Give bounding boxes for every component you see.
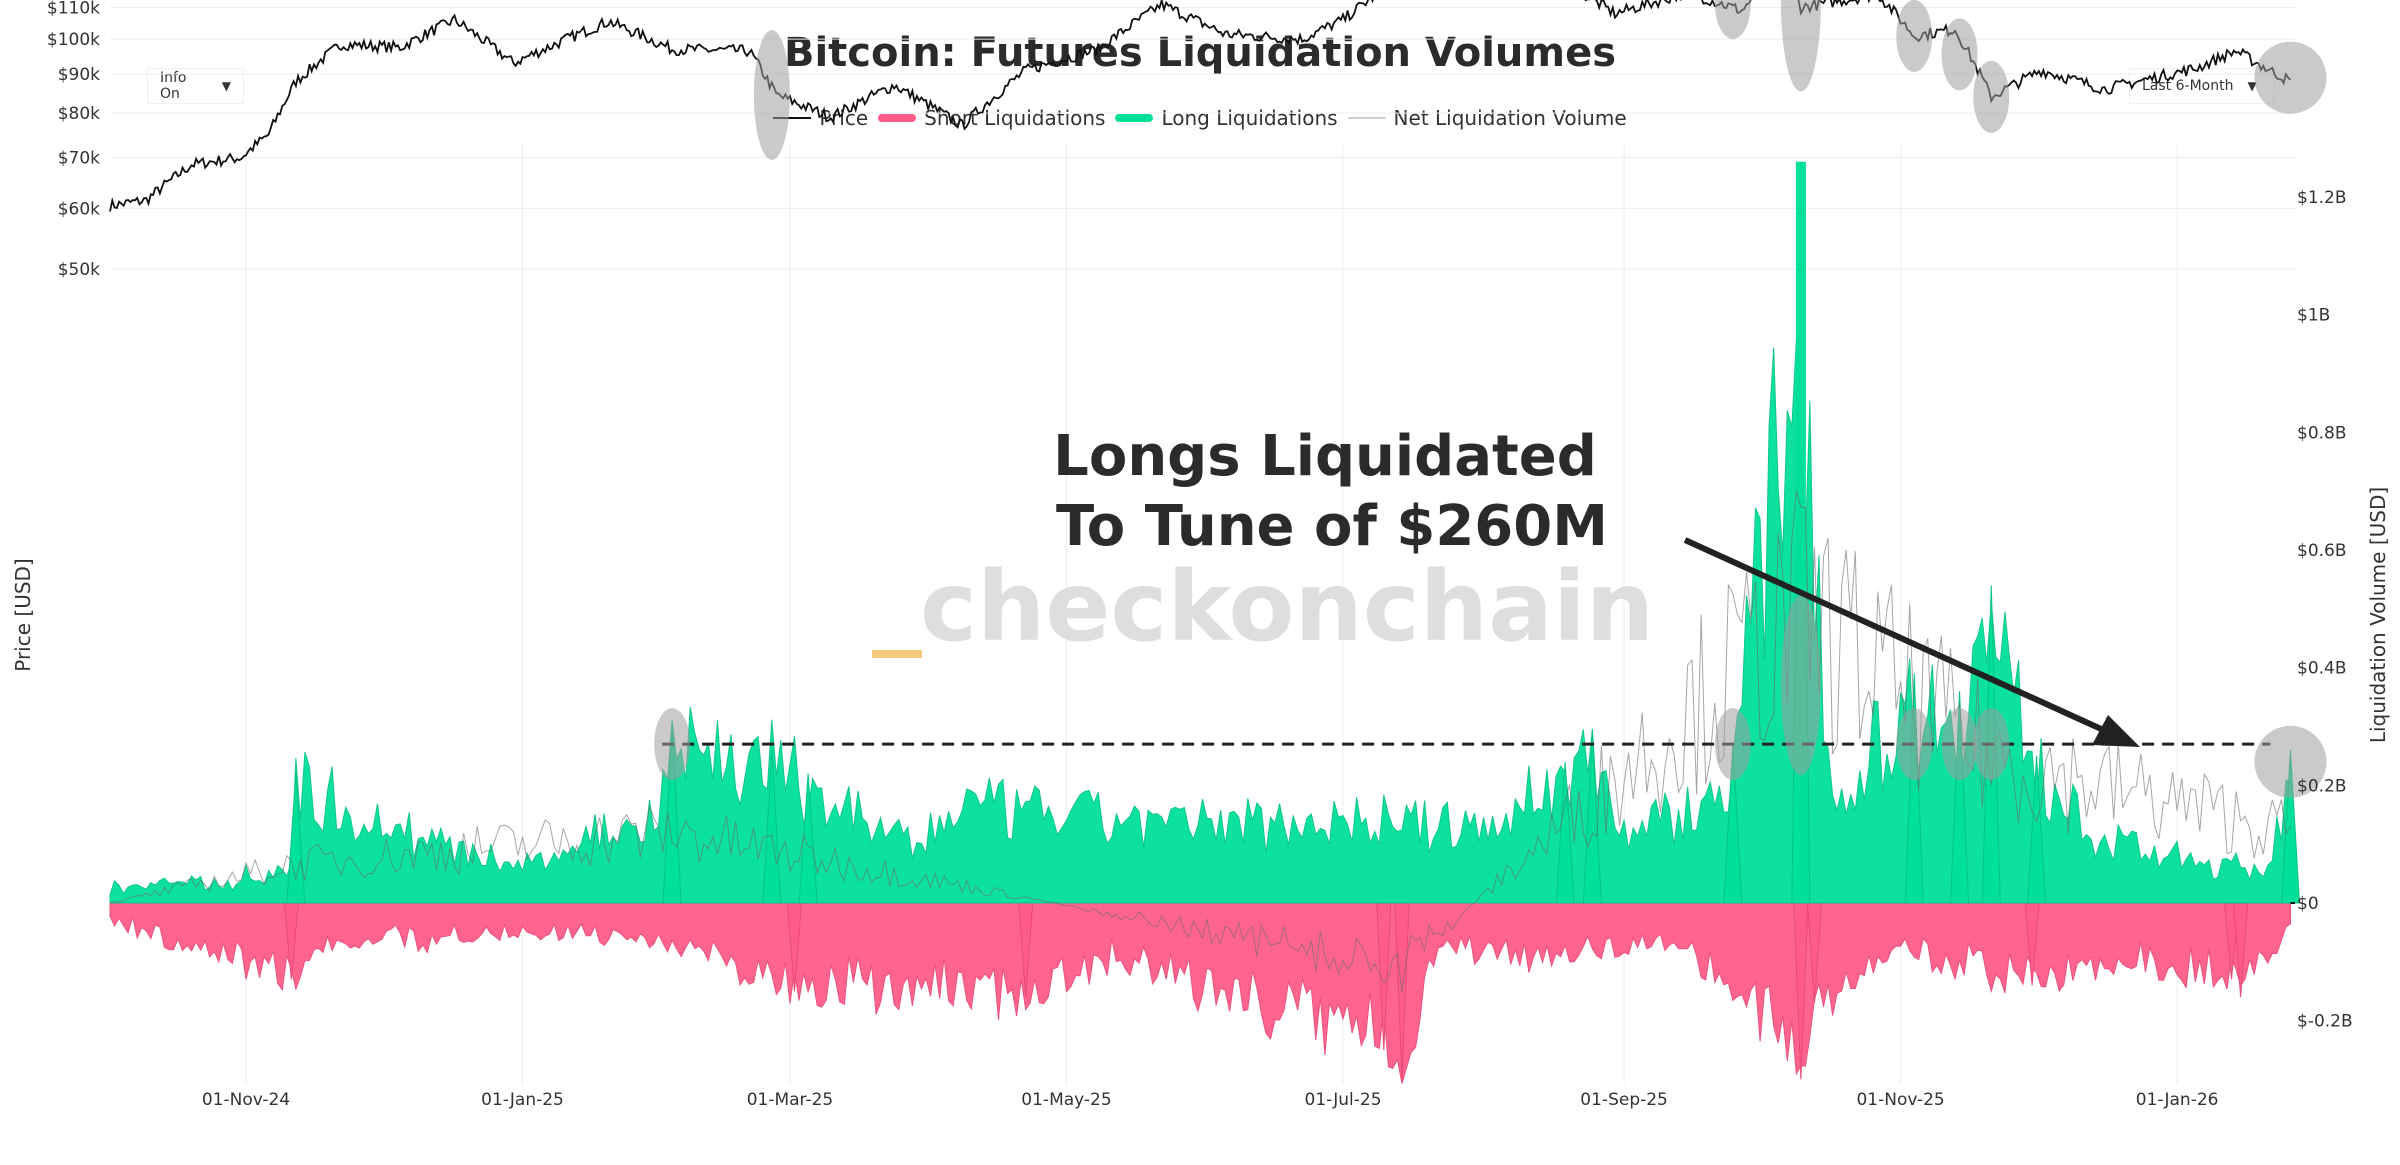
- x-tick-label: 01-May-25: [1021, 1090, 1111, 1110]
- legend-label: Short Liquidations: [924, 106, 1106, 130]
- x-tick-label: 01-Jan-25: [481, 1090, 564, 1110]
- chart-title: Bitcoin: Futures Liquidation Volumes: [783, 30, 1617, 76]
- y-left-tick-label: $60k: [58, 199, 100, 219]
- highlight-ellipse: [1896, 0, 1933, 72]
- highlight-ellipse: [2254, 41, 2327, 114]
- legend-swatch: [878, 114, 917, 122]
- long-liquidation-bar-oct10: [1795, 161, 1806, 903]
- y-left-tick-label: $70k: [58, 148, 100, 168]
- x-tick-label: 01-Sep-25: [1580, 1090, 1668, 1110]
- y-right-tick-label: $0.2B: [2297, 776, 2347, 796]
- highlight-ellipse: [1941, 18, 1978, 91]
- annotation-arrow-head: [2092, 715, 2140, 747]
- annotation-line-1: Longs Liquidated: [1053, 424, 1597, 489]
- y-left-tick-label: $100k: [47, 30, 100, 50]
- long-liquidation-spike: [2027, 755, 2047, 904]
- highlight-ellipse: [1973, 708, 2010, 781]
- y-left-tick-label: $80k: [58, 104, 100, 124]
- highlights-layer: [654, 0, 2327, 798]
- net-liquidation-layer: [109, 490, 2291, 993]
- short-liquidations-area: [109, 902, 2291, 1084]
- chevron-down-icon: ▼: [221, 79, 231, 93]
- x-tick-label: 01-Nov-25: [1856, 1090, 1944, 1110]
- range-select-label: Last 6-Month: [2142, 78, 2234, 94]
- legend-label: Long Liquidations: [1161, 106, 1338, 130]
- watermark-accent: [872, 650, 922, 658]
- axes: 01-Nov-24 01-Jan-25 01-Mar-25 01-May-25 01-J…: [11, 0, 2390, 1110]
- highlight-ellipse: [2254, 725, 2327, 798]
- highlight-ellipse: [1941, 708, 1978, 781]
- highlight-ellipse: [1780, 595, 1821, 776]
- short-liquidations-layer: [109, 902, 2291, 1084]
- highlight-ellipse: [1714, 0, 1751, 40]
- legend: Price Short Liquidations Long Liquidatio…: [0, 106, 2400, 130]
- y-left-tick-label: $50k: [58, 260, 100, 280]
- highlight-ellipse: [753, 29, 790, 160]
- long-liquidation-spike: [1950, 691, 1970, 904]
- x-tick-label: 01-Jul-25: [1305, 1090, 1382, 1110]
- y-left-tick-label: $90k: [58, 65, 100, 85]
- legend-item-net[interactable]: Net Liquidation Volume: [1347, 106, 1627, 130]
- legend-swatch: [773, 117, 812, 119]
- y-right-tick-label: $0.4B: [2297, 659, 2347, 679]
- highlight-ellipse: [1973, 60, 2010, 133]
- net-liquidation-line: [109, 490, 2291, 993]
- annotation-line-2: To Tune of $260M: [1056, 494, 1608, 559]
- y-left-tick-label: $110k: [47, 0, 100, 19]
- highlight-ellipse: [1714, 708, 1751, 781]
- highlight-ellipse: [1780, 0, 1821, 92]
- annotation: Longs Liquidated To Tune of $260M: [1053, 424, 2140, 747]
- legend-swatch: [1347, 117, 1386, 119]
- long-liquidation-spike: [662, 720, 682, 904]
- legend-item-long[interactable]: Long Liquidations: [1115, 106, 1338, 130]
- highlight-ellipse: [1896, 708, 1933, 781]
- legend-swatch: [1115, 114, 1154, 122]
- x-tick-label: 01-Nov-24: [202, 1090, 290, 1110]
- legend-label: Net Liquidation Volume: [1393, 106, 1627, 130]
- watermark: checkonchain: [920, 551, 1654, 663]
- y-right-tick-label: $1B: [2297, 306, 2330, 326]
- y-right-axis-title: Liquidation Volume [USD]: [2366, 487, 2390, 743]
- x-tick-label: 01-Mar-25: [747, 1090, 834, 1110]
- long-liquidation-spike: [286, 773, 306, 904]
- y-left-axis-title: Price [USD]: [11, 558, 35, 672]
- y-right-tick-label: $1.2B: [2297, 188, 2347, 208]
- x-tick-label: 01-Jan-26: [2136, 1090, 2219, 1110]
- y-right-tick-label: $0.8B: [2297, 423, 2347, 443]
- y-right-tick-label: $0.6B: [2297, 541, 2347, 561]
- long-liquidation-spike: [1582, 732, 1602, 904]
- chevron-down-icon: ▼: [2247, 79, 2257, 93]
- long-liquidation-spike: [1555, 761, 1575, 904]
- legend-item-short[interactable]: Short Liquidations: [878, 106, 1105, 130]
- annotation-arrow-shaft: [1683, 537, 2112, 736]
- long-liquidation-spike: [1723, 744, 1743, 904]
- highlight-ellipse: [654, 708, 691, 781]
- y-right-tick-label: $-0.2B: [2297, 1012, 2353, 1032]
- y-right-tick-label: $0: [2297, 894, 2319, 914]
- long-liquidation-spike: [798, 773, 818, 904]
